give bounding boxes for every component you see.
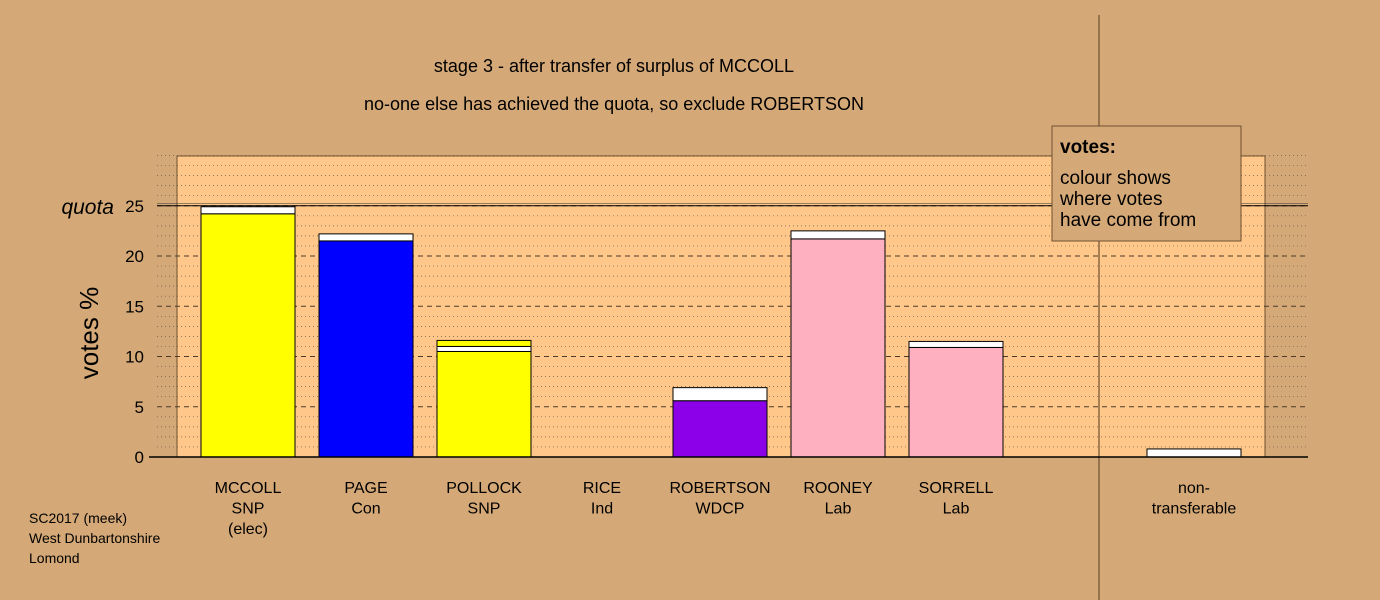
bar-mccoll-label-2: (elec) xyxy=(228,521,268,538)
bar-nontransferable-label-1: transferable xyxy=(1152,501,1237,518)
bar-page-label-1: Con xyxy=(351,501,380,518)
bar-nontransferable xyxy=(1146,448,1242,458)
legend: votes: colour shows where votes have com… xyxy=(1051,125,1242,242)
legend-line-2: where votes xyxy=(1059,189,1162,210)
bar-pollock-segment-2 xyxy=(436,339,532,347)
footnote-line-1: SC2017 (meek) xyxy=(29,510,127,526)
bar-rooney-segment-1 xyxy=(790,230,886,240)
y-axis-label: votes % xyxy=(74,287,104,380)
bar-robertson-segment-0 xyxy=(672,400,768,458)
bar-page-segment-1 xyxy=(318,233,414,242)
bar-page-label-0: PAGE xyxy=(344,480,387,497)
category-labels: MCCOLL SNP (elec) PAGE Con POLLOCK SNP RICE Ind R… xyxy=(215,480,1237,538)
y-tick-label: 10 xyxy=(125,348,144,367)
bar-nontransferable-label-0: non- xyxy=(1178,480,1210,497)
footnote-line-3: Lomond xyxy=(29,550,80,566)
legend-title: votes: xyxy=(1060,137,1116,158)
legend-box xyxy=(1051,125,1242,242)
bar-sorrell-segment-1 xyxy=(908,340,1004,348)
chart-title: stage 3 - after transfer of surplus of M… xyxy=(434,56,794,76)
bar-sorrell-label-0: SORRELL xyxy=(919,480,994,497)
y-tick-label: 0 xyxy=(135,448,144,467)
bar-rice-label-0: RICE xyxy=(583,480,621,497)
y-tick-label: 25 xyxy=(125,197,144,216)
bar-sorrell-segment-0 xyxy=(908,346,1004,458)
legend-line-1: colour shows xyxy=(1060,168,1171,189)
chart-subtitle: no-one else has achieved the quota, so e… xyxy=(364,94,864,114)
y-axis: 0 5 10 15 20 25 xyxy=(125,197,144,467)
bar-robertson-segment-1 xyxy=(672,387,768,402)
legend-line-3: have come from xyxy=(1060,210,1196,231)
bar-mccoll-label-1: SNP xyxy=(232,501,265,518)
bar-pollock-segment-0 xyxy=(436,350,532,458)
bar-pollock-segment-1 xyxy=(436,345,532,352)
footnote-line-2: West Dunbartonshire xyxy=(29,530,160,546)
bar-mccoll-segment-1 xyxy=(200,206,296,215)
quota-label: quota xyxy=(61,196,114,219)
bar-rooney-label-0: ROONEY xyxy=(803,480,873,497)
y-tick-label: 15 xyxy=(125,297,144,316)
bar-page-segment-0 xyxy=(318,240,414,458)
bar-robertson-label-1: WDCP xyxy=(696,501,745,518)
bar-pollock-label-0: POLLOCK xyxy=(446,480,522,497)
bar-rooney-segment-0 xyxy=(790,238,886,458)
bar-robertson-label-0: ROBERTSON xyxy=(669,480,770,497)
bars xyxy=(200,206,1242,458)
y-tick-label: 20 xyxy=(125,247,144,266)
y-tick-label: 5 xyxy=(135,398,144,417)
bar-rooney-label-1: Lab xyxy=(825,501,852,518)
footnote: SC2017 (meek) West Dunbartonshire Lomond xyxy=(29,510,160,566)
bar-mccoll-segment-0 xyxy=(200,213,296,458)
bar-mccoll-label-0: MCCOLL xyxy=(215,480,282,497)
bar-sorrell-label-1: Lab xyxy=(943,501,970,518)
bar-rice-label-1: Ind xyxy=(591,501,613,518)
bar-pollock-label-1: SNP xyxy=(468,501,501,518)
